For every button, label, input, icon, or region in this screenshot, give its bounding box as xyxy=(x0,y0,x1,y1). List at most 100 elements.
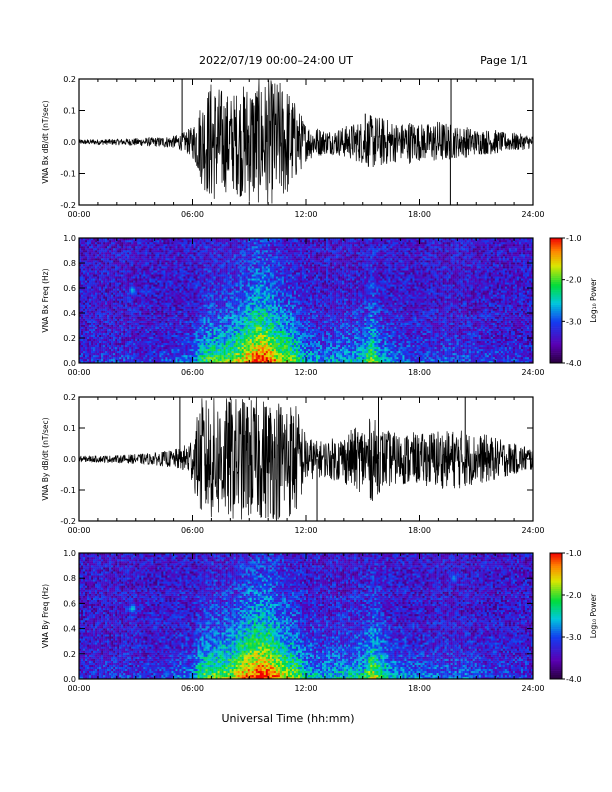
spectrogram-cell xyxy=(206,242,208,244)
spectrogram-cell xyxy=(127,355,129,357)
spectrogram-cell xyxy=(91,288,93,290)
spectrogram-cell xyxy=(89,260,91,262)
spectrogram-cell xyxy=(107,329,109,331)
spectrogram-cell xyxy=(159,266,161,268)
spectrogram-cell xyxy=(103,353,105,355)
spectrogram-cell xyxy=(232,331,234,333)
spectrogram-cell xyxy=(151,294,153,296)
spectrogram-cell xyxy=(183,246,185,248)
spectrogram-cell xyxy=(212,298,214,300)
spectrogram-cell xyxy=(115,248,117,250)
spectrogram-cell xyxy=(236,274,238,276)
spectrogram-cell xyxy=(208,264,210,266)
spectrogram-cell xyxy=(204,347,206,349)
spectrogram-cell xyxy=(161,262,163,264)
spectrogram-cell xyxy=(143,270,145,272)
spectrogram-cell xyxy=(83,240,85,242)
spectrogram-cell xyxy=(115,276,117,278)
spectrogram-cell xyxy=(224,248,226,250)
spectrogram-cell xyxy=(133,260,135,262)
spectrogram-cell xyxy=(189,339,191,341)
spectrogram-cell xyxy=(81,341,83,343)
spectrogram-cell xyxy=(230,258,232,260)
spectrogram-cell xyxy=(101,335,103,337)
spectrogram-cell xyxy=(117,256,119,258)
spectrogram-cell xyxy=(153,333,155,335)
spectrogram-cell xyxy=(165,244,167,246)
spectrogram-cell xyxy=(105,288,107,290)
spectrogram-cell xyxy=(200,343,202,345)
spectrogram-cell xyxy=(111,337,113,339)
spectrogram-cell xyxy=(129,317,131,319)
spectrogram-cell xyxy=(222,266,224,268)
spectrogram-cell xyxy=(185,313,187,315)
spectrogram-cell xyxy=(121,296,123,298)
spectrogram-cell xyxy=(121,280,123,282)
spectrogram-cell xyxy=(91,335,93,337)
spectrogram-cell xyxy=(167,272,169,274)
spectrogram-cell xyxy=(165,280,167,282)
spectrogram-cell xyxy=(85,333,87,335)
spectrogram-cell xyxy=(204,329,206,331)
spectrogram-cell xyxy=(163,345,165,347)
spectrogram-cell xyxy=(127,280,129,282)
spectrogram-cell xyxy=(101,341,103,343)
spectrogram-cell xyxy=(183,298,185,300)
spectrogram-cell xyxy=(133,274,135,276)
spectrogram-cell xyxy=(204,294,206,296)
spectrogram-cell xyxy=(234,284,236,286)
spectrogram-cell xyxy=(107,343,109,345)
spectrogram-cell xyxy=(157,353,159,355)
spectrogram-cell xyxy=(147,307,149,309)
spectrogram-cell xyxy=(153,345,155,347)
spectrogram-cell xyxy=(139,357,141,359)
spectrogram-cell xyxy=(83,359,85,361)
spectrogram-cell xyxy=(155,337,157,339)
spectrogram-cell xyxy=(212,258,214,260)
spectrogram-cell xyxy=(121,341,123,343)
spectrogram-cell xyxy=(111,288,113,290)
spectrogram-cell xyxy=(192,268,194,270)
spectrogram-cell xyxy=(220,264,222,266)
spectrogram-cell xyxy=(187,357,189,359)
spectrogram-cell xyxy=(230,335,232,337)
spectrogram-cell xyxy=(119,252,121,254)
spectrogram-cell xyxy=(202,248,204,250)
spectrogram-cell xyxy=(147,284,149,286)
spectrogram-cell xyxy=(192,303,194,305)
spectrogram-cell xyxy=(143,264,145,266)
spectrogram-cell xyxy=(204,270,206,272)
spectrogram-cell xyxy=(117,341,119,343)
spectrogram-cell xyxy=(145,345,147,347)
spectrogram-cell xyxy=(125,274,127,276)
spectrogram-cell xyxy=(155,276,157,278)
spectrogram-cell xyxy=(224,319,226,321)
spectrogram-cell xyxy=(234,323,236,325)
spectrogram-cell xyxy=(115,246,117,248)
spectrogram-cell xyxy=(125,313,127,315)
spectrogram-cell xyxy=(210,349,212,351)
spectrogram-cell xyxy=(183,319,185,321)
spectrogram-cell xyxy=(187,337,189,339)
spectrogram-cell xyxy=(151,258,153,260)
spectrogram-cell xyxy=(230,305,232,307)
spectrogram-cell xyxy=(149,298,151,300)
spectrogram-cell xyxy=(151,284,153,286)
spectrogram-cell xyxy=(143,288,145,290)
spectrogram-cell xyxy=(125,329,127,331)
spectrogram-cell xyxy=(210,309,212,311)
spectrogram-cell xyxy=(93,292,95,294)
spectrogram-cell xyxy=(123,303,125,305)
spectrogram-cell xyxy=(230,260,232,262)
spectrogram-cell xyxy=(181,276,183,278)
spectrogram-cell xyxy=(187,359,189,361)
spectrogram-cell xyxy=(192,266,194,268)
spectrogram-cell xyxy=(143,349,145,351)
spectrogram-cell xyxy=(196,349,198,351)
spectrogram-cell xyxy=(101,319,103,321)
spectrogram-cell xyxy=(111,276,113,278)
spectrogram-cell xyxy=(204,315,206,317)
spectrogram-cell xyxy=(236,260,238,262)
spectrogram-cell xyxy=(173,331,175,333)
spectrogram-cell xyxy=(115,335,117,337)
